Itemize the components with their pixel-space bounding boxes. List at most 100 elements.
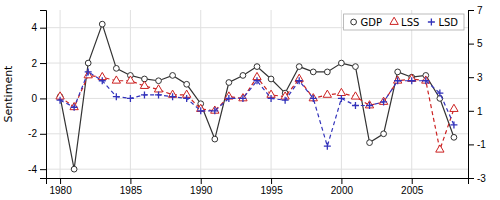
grid-line — [46, 98, 468, 99]
tick-label: 1990 — [190, 185, 213, 196]
line — [60, 72, 454, 146]
marker — [113, 65, 119, 71]
tick: -3 — [468, 173, 486, 184]
tick: -2 — [28, 128, 46, 139]
series — [57, 68, 458, 149]
line — [60, 75, 454, 149]
tick: 0 — [31, 93, 46, 104]
marker — [254, 77, 261, 84]
grid — [46, 10, 468, 178]
grid-line — [130, 10, 131, 178]
tick: 1 — [468, 106, 483, 117]
x-axis: 1980 1985 1990 1995 2000 2005 — [47, 178, 469, 196]
marker — [127, 95, 134, 102]
tick-label: 2 — [31, 58, 37, 69]
marker — [351, 92, 359, 99]
tick: -4 — [28, 164, 46, 175]
tick-mark — [468, 111, 474, 112]
marker — [310, 69, 316, 75]
marker — [112, 76, 120, 83]
legend-label: LSS — [401, 17, 419, 28]
marker — [337, 88, 345, 95]
marker — [296, 77, 303, 84]
grid-line — [46, 169, 468, 170]
tick: 5 — [468, 38, 483, 49]
grid-line — [200, 10, 201, 178]
marker — [113, 93, 120, 100]
tick: 1980 — [49, 178, 72, 196]
marker — [57, 97, 64, 104]
y2-axis: -3 -1 1 3 5 7 — [468, 5, 486, 184]
tick-mark — [60, 178, 61, 184]
marker — [324, 143, 331, 150]
tick: 2000 — [331, 178, 354, 196]
marker — [324, 69, 330, 75]
marker — [395, 69, 401, 75]
tick: 2005 — [401, 178, 424, 196]
marker — [408, 77, 415, 84]
tick: 3 — [468, 72, 483, 83]
marker — [310, 95, 317, 102]
axis-line — [40, 11, 47, 179]
marker — [352, 102, 359, 109]
legend-box — [344, 14, 464, 30]
tick-label: 1995 — [260, 185, 283, 196]
plot-area — [56, 21, 458, 172]
legend-label: GDP — [361, 17, 382, 28]
marker — [268, 95, 275, 102]
tick-label: 3 — [477, 72, 483, 83]
marker — [268, 76, 274, 82]
marker — [169, 93, 176, 100]
marker — [170, 73, 176, 79]
marker — [380, 98, 387, 105]
tick: -1 — [468, 139, 486, 150]
marker — [338, 95, 345, 102]
marker — [422, 77, 429, 84]
y-axis-title: Sentiment — [2, 65, 15, 123]
marker — [99, 77, 106, 84]
marker — [436, 145, 444, 152]
marker — [450, 121, 457, 128]
tick-mark — [130, 178, 131, 184]
series — [57, 21, 457, 172]
marker — [339, 60, 345, 66]
marker — [85, 60, 91, 66]
grid-line — [46, 133, 468, 134]
marker — [71, 104, 78, 111]
marker — [450, 104, 458, 111]
marker — [184, 81, 190, 87]
tick-label: 1985 — [120, 185, 143, 196]
marker — [367, 140, 373, 146]
marker — [99, 21, 105, 27]
tick-label: -4 — [28, 164, 37, 175]
marker — [239, 95, 246, 102]
tick-mark — [468, 44, 474, 45]
marker — [323, 90, 331, 97]
marker — [226, 80, 232, 86]
tick-label: 7 — [477, 5, 483, 16]
marker — [225, 95, 232, 102]
tick-mark — [201, 178, 202, 184]
tick-label: 5 — [477, 38, 483, 49]
tick-mark — [40, 98, 46, 99]
marker — [141, 91, 148, 98]
marker — [366, 102, 373, 109]
marker — [197, 107, 204, 114]
marker — [211, 107, 218, 114]
tick-mark — [40, 28, 46, 29]
marker — [154, 85, 162, 92]
series — [56, 71, 458, 152]
tick-mark — [40, 63, 46, 64]
tick-mark — [40, 134, 46, 135]
tick: 1995 — [260, 178, 283, 196]
tick: 1985 — [120, 178, 143, 196]
marker — [451, 134, 457, 140]
tick-mark — [468, 144, 474, 145]
tick-mark — [271, 178, 272, 184]
chart: 198019851990199520002005-4-2024-3-11357S… — [0, 0, 500, 200]
marker — [240, 73, 246, 79]
tick-label: -2 — [28, 128, 37, 139]
marker — [436, 90, 443, 97]
tick: 2 — [31, 58, 46, 69]
tick-mark — [468, 77, 474, 78]
